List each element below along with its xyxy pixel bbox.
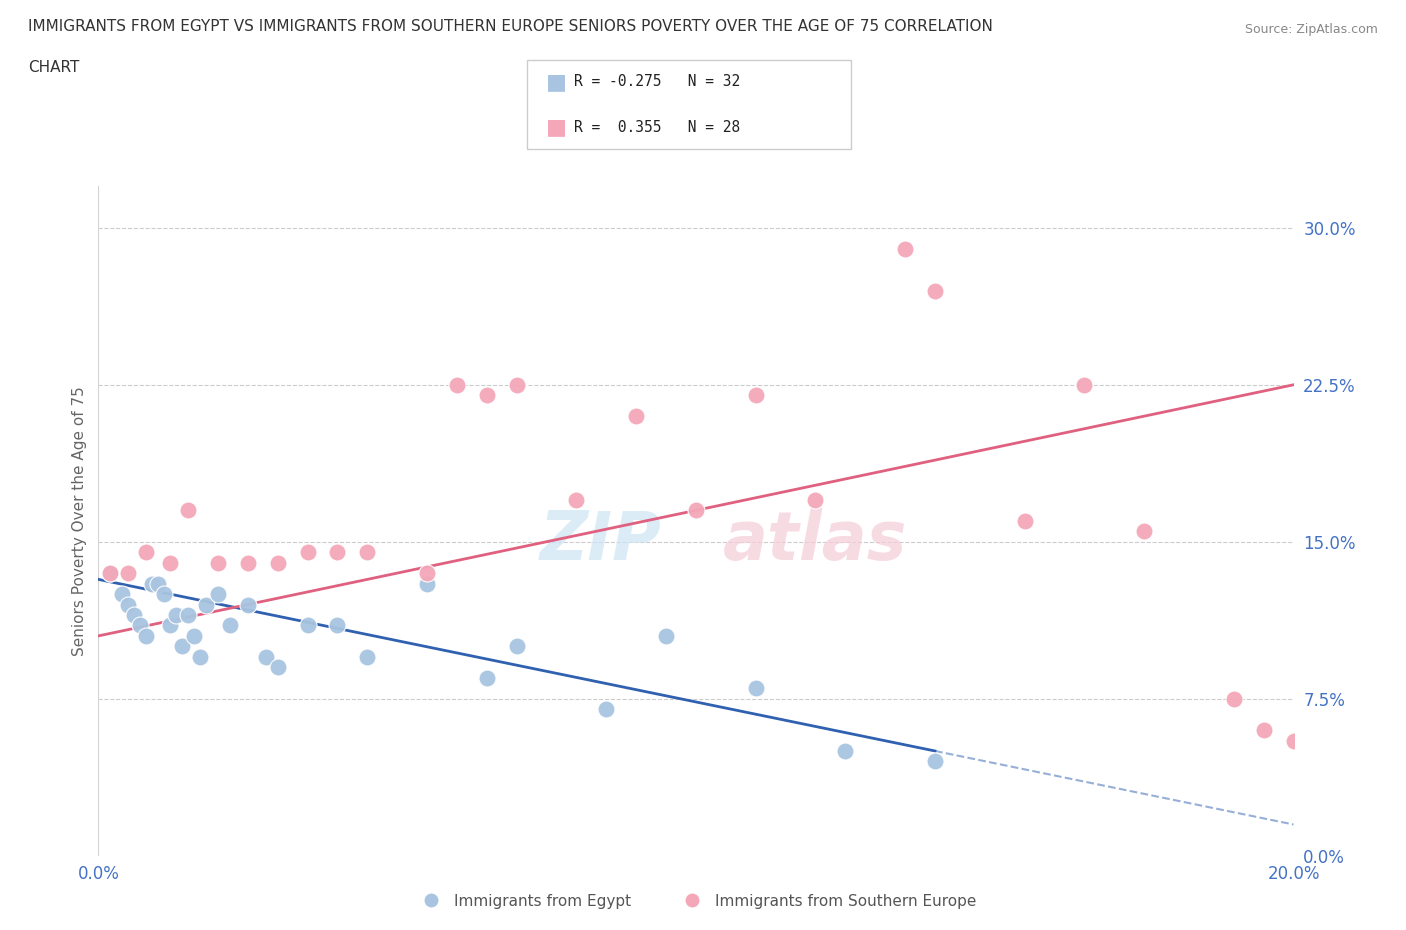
Point: [356, 649, 378, 664]
Point: [135, 545, 157, 560]
Point: [98, 565, 122, 580]
Point: [141, 576, 163, 591]
Point: [506, 639, 529, 654]
Text: atlas: atlas: [723, 508, 908, 574]
Legend: Immigrants from Egypt, Immigrants from Southern Europe: Immigrants from Egypt, Immigrants from S…: [409, 888, 983, 915]
Point: [148, 576, 170, 591]
Point: [153, 587, 176, 602]
Point: [565, 493, 588, 508]
Text: ZIP: ZIP: [540, 508, 661, 574]
Point: [177, 503, 200, 518]
Point: [1282, 733, 1305, 748]
Point: [194, 597, 218, 612]
Point: [685, 503, 707, 518]
Point: [129, 618, 152, 633]
Point: [475, 388, 498, 403]
Point: [117, 597, 139, 612]
Point: [267, 660, 290, 675]
Point: [165, 607, 187, 622]
Point: [506, 378, 529, 392]
Point: [595, 702, 617, 717]
Point: [111, 587, 134, 602]
Point: [172, 639, 194, 654]
Point: [188, 649, 211, 664]
Point: [924, 284, 946, 299]
Point: [297, 618, 319, 633]
Point: [924, 754, 946, 769]
Point: [1133, 524, 1156, 538]
Point: [416, 565, 439, 580]
Point: [356, 545, 378, 560]
Point: [236, 555, 259, 570]
Text: CHART: CHART: [28, 60, 80, 75]
Point: [326, 545, 349, 560]
Point: [655, 629, 678, 644]
Point: [297, 545, 319, 560]
Point: [1014, 513, 1036, 528]
Point: [183, 629, 205, 644]
Point: [1222, 691, 1246, 706]
Text: Source: ZipAtlas.com: Source: ZipAtlas.com: [1244, 23, 1378, 36]
Point: [117, 565, 139, 580]
Point: [416, 576, 439, 591]
Point: [159, 555, 181, 570]
Point: [177, 607, 200, 622]
Point: [219, 618, 242, 633]
Point: [446, 378, 468, 392]
Point: [207, 587, 229, 602]
Point: [804, 493, 827, 508]
Text: IMMIGRANTS FROM EGYPT VS IMMIGRANTS FROM SOUTHERN EUROPE SENIORS POVERTY OVER TH: IMMIGRANTS FROM EGYPT VS IMMIGRANTS FROM…: [28, 19, 993, 33]
Text: R =  0.355   N = 28: R = 0.355 N = 28: [574, 120, 740, 135]
Point: [98, 565, 122, 580]
Point: [894, 242, 917, 257]
Point: [475, 671, 498, 685]
Point: [207, 555, 229, 570]
Point: [745, 388, 768, 403]
Point: [159, 618, 181, 633]
Text: R = -0.275   N = 32: R = -0.275 N = 32: [574, 74, 740, 89]
Text: ■: ■: [546, 116, 567, 137]
Text: ■: ■: [546, 73, 567, 93]
Point: [236, 597, 259, 612]
Point: [267, 555, 290, 570]
Point: [1073, 378, 1095, 392]
Point: [135, 629, 157, 644]
Point: [124, 607, 146, 622]
Point: [254, 649, 277, 664]
Y-axis label: Seniors Poverty Over the Age of 75: Seniors Poverty Over the Age of 75: [72, 386, 87, 656]
Point: [834, 744, 856, 759]
Point: [326, 618, 349, 633]
Point: [1253, 723, 1275, 737]
Point: [745, 681, 768, 696]
Point: [624, 409, 647, 424]
